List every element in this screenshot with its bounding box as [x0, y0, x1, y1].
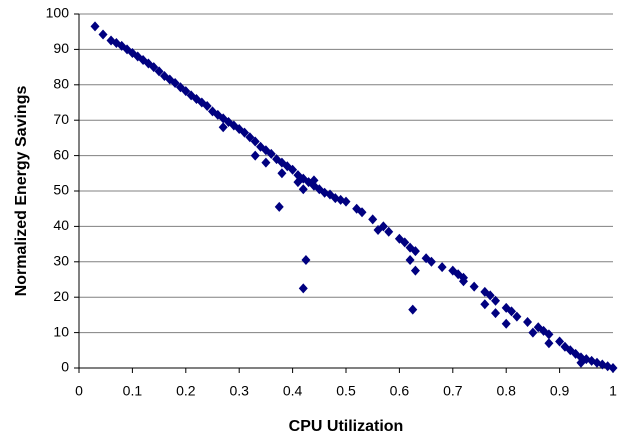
- point: [458, 276, 468, 287]
- point: [437, 262, 447, 273]
- point: [298, 283, 308, 294]
- point: [501, 318, 511, 329]
- point: [288, 164, 298, 175]
- point: [507, 306, 517, 317]
- point: [469, 281, 479, 292]
- point: [357, 207, 367, 218]
- x-tick-label: 0.1: [123, 383, 143, 399]
- y-tick-label: 40: [53, 217, 69, 233]
- x-tick-label: 0: [75, 383, 83, 399]
- y-tick-label: 20: [53, 288, 69, 304]
- point: [218, 122, 228, 133]
- x-tick-label: 0.3: [229, 383, 249, 399]
- point: [368, 214, 378, 225]
- y-tick-label: 60: [53, 146, 69, 162]
- point: [274, 201, 284, 212]
- point: [149, 62, 159, 73]
- point: [410, 246, 420, 257]
- point: [261, 157, 271, 168]
- point: [301, 255, 311, 266]
- point: [202, 101, 212, 112]
- point: [491, 295, 501, 306]
- point: [266, 148, 276, 159]
- x-tick-label: 1: [609, 383, 617, 399]
- point: [426, 256, 436, 267]
- y-tick-label: 10: [53, 323, 69, 339]
- point: [410, 265, 420, 276]
- x-tick-label: 0.9: [550, 383, 570, 399]
- point: [480, 299, 490, 310]
- x-tick-label: 0.4: [283, 383, 303, 399]
- point: [408, 304, 418, 315]
- x-axis-title: CPU Utilization: [289, 418, 404, 435]
- point: [512, 311, 522, 322]
- y-tick-label: 0: [61, 359, 69, 375]
- point: [250, 136, 260, 147]
- point: [555, 336, 565, 347]
- x-tick-label: 0.5: [336, 383, 356, 399]
- point: [240, 127, 250, 138]
- point: [384, 226, 394, 237]
- point: [250, 150, 260, 161]
- point: [485, 290, 495, 301]
- point: [245, 132, 255, 143]
- point: [341, 196, 351, 207]
- y-tick-label: 80: [53, 76, 69, 92]
- y-tick-label: 100: [46, 5, 70, 21]
- point: [298, 184, 308, 195]
- point: [491, 308, 501, 319]
- point: [277, 168, 287, 179]
- x-tick-label: 0.8: [496, 383, 516, 399]
- point: [608, 363, 618, 373]
- point: [400, 237, 410, 248]
- point: [181, 86, 191, 97]
- point: [576, 357, 586, 368]
- point: [309, 175, 319, 186]
- point: [405, 255, 415, 266]
- point: [170, 78, 180, 89]
- y-tick-label: 50: [53, 182, 69, 198]
- point: [523, 316, 533, 327]
- point: [154, 66, 164, 77]
- point: [528, 327, 538, 338]
- x-tick-label: 0.2: [176, 383, 196, 399]
- y-tick-label: 30: [53, 253, 69, 269]
- y-axis-title: Normalized Energy Savings: [13, 86, 30, 297]
- x-tick-label: 0.6: [390, 383, 410, 399]
- point: [98, 29, 108, 40]
- point: [373, 224, 383, 235]
- y-tick-label: 90: [53, 40, 69, 56]
- point: [544, 338, 554, 349]
- point: [293, 177, 303, 188]
- x-tick-label: 0.7: [443, 383, 463, 399]
- point: [90, 21, 100, 32]
- point: [544, 329, 554, 340]
- y-tick-label: 70: [53, 111, 69, 127]
